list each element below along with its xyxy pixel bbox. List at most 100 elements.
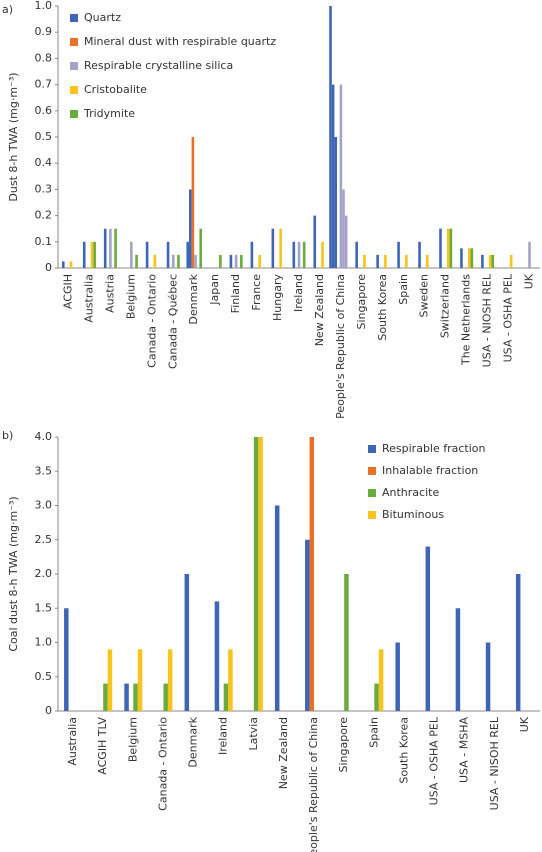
x-tick-label: Belgium: [124, 274, 137, 319]
y-tick-label: 0.8: [35, 51, 53, 64]
bar: [228, 649, 233, 711]
bar: [114, 228, 117, 268]
bar: [439, 228, 442, 268]
bar: [64, 608, 69, 711]
bar: [509, 254, 513, 268]
bar: [135, 254, 138, 268]
bar: [93, 241, 96, 268]
bar: [214, 601, 220, 711]
y-tick-label: 1.0: [35, 636, 53, 649]
x-tick-label: Latvia: [247, 717, 260, 751]
bar: [485, 642, 491, 711]
panel-label: b): [2, 429, 13, 442]
bar: [258, 437, 263, 711]
x-tick-label: USA - NISOH REL: [488, 716, 501, 810]
x-tick-label: People's Republic of China: [307, 717, 320, 852]
bar: [130, 241, 133, 268]
bar: [109, 228, 112, 268]
y-tick-label: 2.0: [35, 567, 53, 580]
y-tick-label: 1.0: [35, 0, 53, 12]
bar: [167, 649, 173, 711]
bar: [194, 254, 197, 268]
x-tick-label: Japan: [208, 274, 221, 306]
x-tick-label: The Netherlands: [460, 274, 473, 366]
bar: [103, 228, 107, 268]
bar: [137, 649, 143, 711]
bar: [418, 241, 421, 268]
bar: [229, 254, 233, 268]
x-tick-label: USA - MSHA: [458, 717, 471, 783]
bar: [355, 241, 358, 268]
y-tick-label: 0.9: [35, 25, 53, 38]
bar: [488, 254, 492, 268]
bar: [425, 546, 431, 711]
x-tick-label: New Zealand: [313, 274, 326, 346]
bar: [321, 241, 324, 268]
bar: [166, 241, 170, 268]
x-tick-label: Finland: [229, 274, 242, 313]
x-tick-label: Denmark: [187, 716, 200, 767]
panel-label: a): [2, 3, 13, 16]
x-tick-label: Singapore: [337, 717, 350, 773]
bar: [449, 228, 453, 268]
bar: [460, 248, 463, 268]
bar: [481, 254, 484, 268]
bar: [305, 539, 310, 711]
x-tick-label: Hungary: [271, 274, 284, 321]
legend-swatch: [368, 489, 376, 497]
legend-swatch: [70, 86, 78, 94]
bar: [258, 254, 261, 268]
y-tick-label: 0: [45, 261, 52, 274]
bar: [191, 137, 195, 268]
bar: [271, 228, 275, 268]
bar: [250, 241, 254, 268]
bar: [302, 241, 306, 268]
x-tick-label: New Zealand: [277, 717, 290, 789]
y-tick-label: 0.7: [35, 78, 53, 91]
x-tick-label: Canada - Ontario: [156, 717, 169, 811]
bar: [240, 254, 243, 268]
bar: [297, 241, 301, 268]
bar: [334, 137, 338, 268]
bar: [331, 84, 335, 268]
y-tick-label: 0.1: [35, 235, 53, 248]
x-tick-label: ACGIH: [61, 274, 74, 309]
bar: [313, 215, 317, 268]
bar: [339, 84, 343, 268]
bar: [363, 254, 366, 268]
bar: [274, 505, 280, 711]
bar: [426, 254, 429, 268]
bar: [515, 574, 521, 711]
x-tick-label: Ireland: [217, 717, 230, 755]
y-tick-label: 1.5: [35, 601, 53, 614]
x-tick-label: Ireland: [292, 274, 305, 312]
x-tick-label: UK: [523, 273, 536, 289]
x-tick-label: Canada - Ontario: [145, 274, 158, 368]
y-tick-label: 0.4: [35, 156, 53, 169]
y-tick-label: 0.5: [35, 670, 53, 683]
x-tick-label: South Korea: [376, 274, 389, 341]
legend-swatch: [368, 511, 376, 519]
bar: [344, 574, 349, 711]
x-tick-label: Spain: [397, 274, 410, 305]
x-tick-label: France: [250, 274, 263, 311]
x-tick-label: Canada - Québec: [166, 274, 179, 369]
bar: [199, 228, 203, 268]
legend-label: Tridymite: [83, 107, 135, 120]
bar: [107, 649, 113, 711]
bar: [395, 642, 400, 711]
legend-swatch: [70, 14, 78, 22]
bar: [133, 683, 138, 711]
bar: [342, 189, 345, 268]
y-tick-label: 2.5: [35, 533, 53, 546]
bar: [384, 254, 387, 268]
legend-swatch: [70, 110, 78, 118]
bar: [446, 228, 450, 268]
bar: [184, 574, 190, 711]
x-tick-label: USA - NIOSH REL: [481, 273, 494, 367]
x-tick-label: ACGIH TLV: [96, 717, 109, 775]
legend-label: Mineral dust with respirable quartz: [84, 35, 276, 48]
bar: [405, 254, 408, 268]
bar: [329, 6, 332, 268]
